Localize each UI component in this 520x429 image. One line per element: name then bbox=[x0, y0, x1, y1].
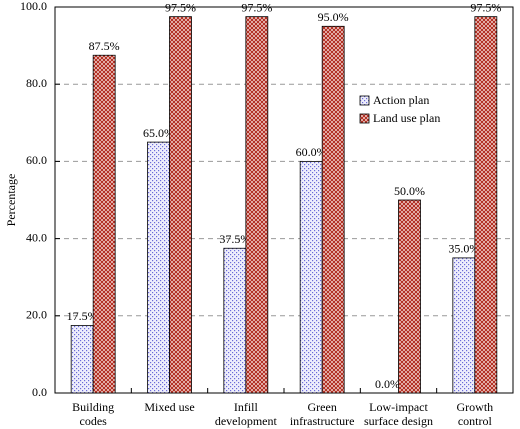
x-tick-label: surface design bbox=[364, 414, 433, 428]
y-tick-label: 80.0 bbox=[26, 76, 47, 90]
y-tick-label: 100.0 bbox=[20, 0, 47, 13]
value-label: 0.0% bbox=[375, 377, 400, 391]
y-tick-label: 40.0 bbox=[26, 230, 47, 244]
value-label: 50.0% bbox=[394, 184, 425, 198]
x-tick-label: Building bbox=[72, 400, 114, 414]
bar bbox=[223, 247, 247, 394]
bar bbox=[245, 16, 269, 394]
value-label: 87.5% bbox=[89, 39, 120, 53]
value-label: 97.5% bbox=[470, 0, 501, 14]
bar bbox=[398, 199, 421, 394]
y-tick-label: 0.0 bbox=[32, 385, 47, 399]
x-tick-label: codes bbox=[80, 414, 108, 428]
x-tick-label: infrastructure bbox=[290, 414, 355, 428]
bar bbox=[299, 160, 323, 394]
plot-frame bbox=[54, 6, 514, 394]
legend-swatch bbox=[359, 95, 370, 106]
legend-swatch bbox=[359, 113, 370, 124]
value-label: 65.0% bbox=[143, 126, 174, 140]
value-label: 35.0% bbox=[448, 242, 479, 256]
y-axis-label: Percentage bbox=[4, 174, 18, 227]
y-tick-label: 60.0 bbox=[26, 153, 47, 167]
value-label: 17.5% bbox=[67, 309, 98, 323]
x-tick-label: development bbox=[215, 414, 278, 428]
value-label: 60.0% bbox=[296, 145, 327, 159]
value-label: 97.5% bbox=[165, 0, 196, 14]
x-tick-label: Infill bbox=[234, 400, 259, 414]
y-tick-label: 20.0 bbox=[26, 308, 47, 322]
x-tick-label: Growth bbox=[456, 400, 493, 414]
value-label: 95.0% bbox=[318, 10, 349, 24]
bar bbox=[70, 325, 94, 394]
value-label: 97.5% bbox=[241, 0, 272, 14]
legend-label: Action plan bbox=[373, 93, 429, 107]
bar bbox=[169, 16, 192, 394]
value-label: 37.5% bbox=[219, 232, 250, 246]
x-tick-label: control bbox=[458, 414, 493, 428]
bar bbox=[147, 141, 170, 394]
x-tick-label: Mixed use bbox=[144, 400, 194, 414]
x-tick-label: Green bbox=[308, 400, 337, 414]
x-tick-label: Low-impact bbox=[369, 400, 428, 414]
bar bbox=[92, 54, 116, 394]
bar bbox=[321, 25, 345, 394]
bar bbox=[474, 16, 498, 394]
bar bbox=[452, 257, 476, 394]
legend-label: Land use plan bbox=[373, 111, 440, 125]
